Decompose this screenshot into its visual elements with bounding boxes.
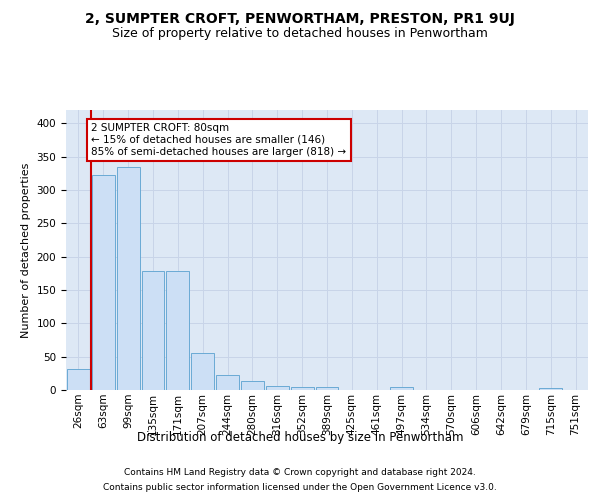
Bar [291, 386, 314, 390]
Bar [390, 388, 413, 390]
Bar [191, 354, 214, 390]
Text: 2 SUMPTER CROFT: 80sqm
← 15% of detached houses are smaller (146)
85% of semi-de: 2 SUMPTER CROFT: 80sqm ← 15% of detached… [91, 124, 346, 156]
Bar [67, 368, 90, 390]
Bar [316, 386, 338, 390]
Text: Contains HM Land Registry data © Crown copyright and database right 2024.: Contains HM Land Registry data © Crown c… [124, 468, 476, 477]
Bar [216, 376, 239, 390]
Bar [117, 168, 140, 390]
Y-axis label: Number of detached properties: Number of detached properties [21, 162, 31, 338]
Bar [92, 174, 115, 390]
Bar [166, 272, 189, 390]
Bar [266, 386, 289, 390]
Text: Contains public sector information licensed under the Open Government Licence v3: Contains public sector information licen… [103, 483, 497, 492]
Text: Size of property relative to detached houses in Penwortham: Size of property relative to detached ho… [112, 28, 488, 40]
Bar [142, 272, 164, 390]
Text: Distribution of detached houses by size in Penwortham: Distribution of detached houses by size … [137, 431, 463, 444]
Text: 2, SUMPTER CROFT, PENWORTHAM, PRESTON, PR1 9UJ: 2, SUMPTER CROFT, PENWORTHAM, PRESTON, P… [85, 12, 515, 26]
Bar [241, 380, 264, 390]
Bar [539, 388, 562, 390]
